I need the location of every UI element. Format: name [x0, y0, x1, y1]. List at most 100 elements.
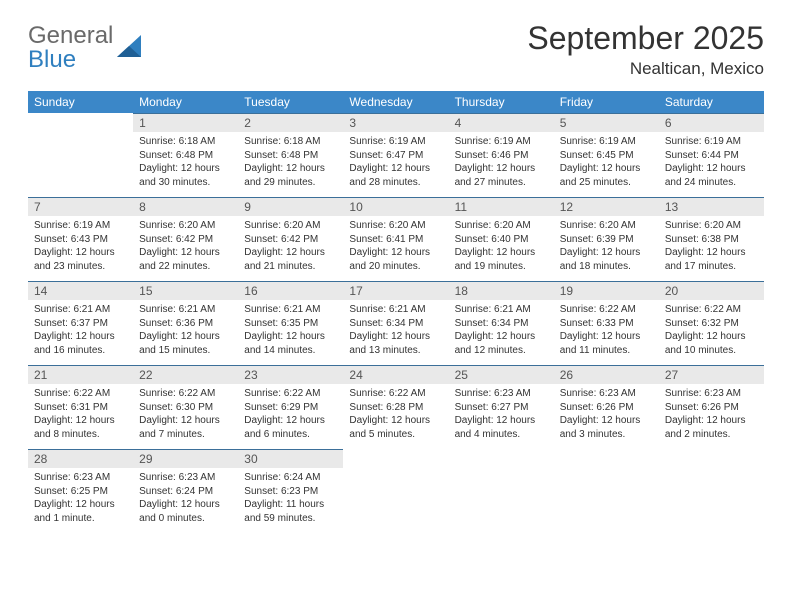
daylight-text: and 29 minutes.	[244, 176, 337, 190]
day-number: 7	[28, 198, 133, 216]
day-cell: 28Sunrise: 6:23 AMSunset: 6:25 PMDayligh…	[28, 449, 133, 533]
day-number: 25	[449, 366, 554, 384]
calendar-cell: 9Sunrise: 6:20 AMSunset: 6:42 PMDaylight…	[238, 197, 343, 281]
daylight-text: Daylight: 12 hours	[349, 414, 442, 428]
day-details: Sunrise: 6:20 AMSunset: 6:40 PMDaylight:…	[449, 216, 554, 277]
sunset-text: Sunset: 6:34 PM	[349, 317, 442, 331]
day-number: 21	[28, 366, 133, 384]
daylight-text: Daylight: 12 hours	[34, 330, 127, 344]
day-details: Sunrise: 6:22 AMSunset: 6:32 PMDaylight:…	[659, 300, 764, 361]
day-number: 16	[238, 282, 343, 300]
day-details: Sunrise: 6:23 AMSunset: 6:27 PMDaylight:…	[449, 384, 554, 445]
calendar-cell: 2Sunrise: 6:18 AMSunset: 6:48 PMDaylight…	[238, 113, 343, 197]
calendar-week-row: 7 Sunrise: 6:19 AMSunset: 6:43 PM Daylight…	[28, 197, 764, 281]
daylight-text: and 14 minutes.	[244, 344, 337, 358]
day-cell: 14Sunrise: 6:21 AMSunset: 6:37 PMDayligh…	[28, 281, 133, 365]
day-number: 28	[28, 450, 133, 468]
day-cell: 6Sunrise: 6:19 AMSunset: 6:44 PMDaylight…	[659, 113, 764, 197]
calendar-cell: 4Sunrise: 6:19 AMSunset: 6:46 PMDaylight…	[449, 113, 554, 197]
calendar-cell: 1Sunrise: 6:18 AMSunset: 6:48 PMDaylight…	[133, 113, 238, 197]
day-cell: 30Sunrise: 6:24 AMSunset: 6:23 PMDayligh…	[238, 449, 343, 533]
daylight-text: and 2 minutes.	[665, 428, 758, 442]
daylight-text: Daylight: 12 hours	[139, 330, 232, 344]
sunrise-text: Sunrise: 6:23 AM	[560, 387, 653, 401]
day-number: 29	[133, 450, 238, 468]
calendar-week-row: 28Sunrise: 6:23 AMSunset: 6:25 PMDayligh…	[28, 449, 764, 533]
daylight-text: and 17 minutes.	[665, 260, 758, 274]
calendar-cell: 25Sunrise: 6:23 AMSunset: 6:27 PMDayligh…	[449, 365, 554, 449]
sunset-text: Sunset: 6:27 PM	[455, 401, 548, 415]
calendar-cell: 20Sunrise: 6:22 AMSunset: 6:32 PMDayligh…	[659, 281, 764, 365]
day-cell: 2Sunrise: 6:18 AMSunset: 6:48 PMDaylight…	[238, 113, 343, 197]
day-details: Sunrise: 6:20 AMSunset: 6:41 PMDaylight:…	[343, 216, 448, 277]
daylight-text: and 4 minutes.	[455, 428, 548, 442]
day-cell: 20Sunrise: 6:22 AMSunset: 6:32 PMDayligh…	[659, 281, 764, 365]
sunrise-text: Sunrise: 6:18 AM	[244, 135, 337, 149]
sunset-text: Sunset: 6:26 PM	[665, 401, 758, 415]
daylight-text: and 23 minutes.	[34, 260, 127, 274]
day-header: Thursday	[449, 91, 554, 113]
sunset-text: Sunset: 6:45 PM	[560, 149, 653, 163]
daylight-text: Daylight: 12 hours	[665, 162, 758, 176]
month-title: September 2025	[527, 20, 764, 57]
sunset-text: Sunset: 6:29 PM	[244, 401, 337, 415]
daylight-text: Daylight: 12 hours	[139, 414, 232, 428]
daylight-text: and 25 minutes.	[560, 176, 653, 190]
sunrise-text: Sunrise: 6:22 AM	[244, 387, 337, 401]
daylight-text: Daylight: 12 hours	[139, 246, 232, 260]
daylight-text: and 16 minutes.	[34, 344, 127, 358]
calendar-cell: 6Sunrise: 6:19 AMSunset: 6:44 PMDaylight…	[659, 113, 764, 197]
calendar-cell	[449, 449, 554, 533]
day-header: Sunday	[28, 91, 133, 113]
calendar-cell: 17Sunrise: 6:21 AMSunset: 6:34 PMDayligh…	[343, 281, 448, 365]
day-cell: 11Sunrise: 6:20 AMSunset: 6:40 PMDayligh…	[449, 197, 554, 281]
day-cell: 18Sunrise: 6:21 AMSunset: 6:34 PMDayligh…	[449, 281, 554, 365]
sunset-text: Sunset: 6:43 PM	[34, 233, 127, 247]
sunset-text: Sunset: 6:48 PM	[244, 149, 337, 163]
day-header: Friday	[554, 91, 659, 113]
calendar-page: General Blue September 2025 Nealtican, M…	[0, 0, 792, 553]
sunset-text: Sunset: 6:32 PM	[665, 317, 758, 331]
calendar-cell: 7Sunrise: 6:19 AMSunset: 6:43 PMDaylight…	[28, 197, 133, 281]
location-label: Nealtican, Mexico	[527, 59, 764, 79]
day-cell: 12Sunrise: 6:20 AMSunset: 6:39 PMDayligh…	[554, 197, 659, 281]
day-cell: 26Sunrise: 6:23 AMSunset: 6:26 PMDayligh…	[554, 365, 659, 449]
sunset-text: Sunset: 6:48 PM	[139, 149, 232, 163]
daylight-text: Daylight: 12 hours	[244, 162, 337, 176]
sunrise-text: Sunrise: 6:22 AM	[349, 387, 442, 401]
sunrise-text: Sunrise: 6:19 AM	[349, 135, 442, 149]
calendar-cell: 12Sunrise: 6:20 AMSunset: 6:39 PMDayligh…	[554, 197, 659, 281]
calendar-cell: 13Sunrise: 6:20 AMSunset: 6:38 PMDayligh…	[659, 197, 764, 281]
title-block: September 2025 Nealtican, Mexico	[527, 20, 764, 79]
daylight-text: and 13 minutes.	[349, 344, 442, 358]
day-details: Sunrise: 6:23 AMSunset: 6:26 PMDaylight:…	[554, 384, 659, 445]
calendar-cell: 21Sunrise: 6:22 AMSunset: 6:31 PMDayligh…	[28, 365, 133, 449]
daylight-text: Daylight: 12 hours	[34, 414, 127, 428]
daylight-text: Daylight: 12 hours	[455, 414, 548, 428]
day-number: 18	[449, 282, 554, 300]
sail-icon	[115, 33, 145, 64]
day-details: Sunrise: 6:23 AMSunset: 6:25 PMDaylight:…	[28, 468, 133, 529]
day-details: Sunrise: 6:23 AMSunset: 6:26 PMDaylight:…	[659, 384, 764, 445]
sunset-text: Sunset: 6:30 PM	[139, 401, 232, 415]
sunset-text: Sunset: 6:36 PM	[139, 317, 232, 331]
day-number: 10	[343, 198, 448, 216]
daylight-text: Daylight: 12 hours	[560, 162, 653, 176]
day-cell: 9Sunrise: 6:20 AMSunset: 6:42 PMDaylight…	[238, 197, 343, 281]
daylight-text: Daylight: 12 hours	[349, 246, 442, 260]
sunset-text: Sunset: 6:42 PM	[139, 233, 232, 247]
day-number: 20	[659, 282, 764, 300]
sunrise-text: Sunrise: 6:19 AM	[34, 219, 127, 233]
daylight-text: Daylight: 12 hours	[349, 330, 442, 344]
calendar-cell: 10Sunrise: 6:20 AMSunset: 6:41 PMDayligh…	[343, 197, 448, 281]
day-number: 13	[659, 198, 764, 216]
daylight-text: and 0 minutes.	[139, 512, 232, 526]
day-details: Sunrise: 6:20 AMSunset: 6:39 PMDaylight:…	[554, 216, 659, 277]
daylight-text: Daylight: 12 hours	[560, 414, 653, 428]
day-details: Sunrise: 6:22 AMSunset: 6:28 PMDaylight:…	[343, 384, 448, 445]
sunrise-text: Sunrise: 6:20 AM	[665, 219, 758, 233]
day-details: Sunrise: 6:19 AMSunset: 6:45 PMDaylight:…	[554, 132, 659, 193]
sunrise-text: Sunrise: 6:21 AM	[139, 303, 232, 317]
sunrise-text: Sunrise: 6:20 AM	[560, 219, 653, 233]
calendar-table: SundayMondayTuesdayWednesdayThursdayFrid…	[28, 91, 764, 533]
